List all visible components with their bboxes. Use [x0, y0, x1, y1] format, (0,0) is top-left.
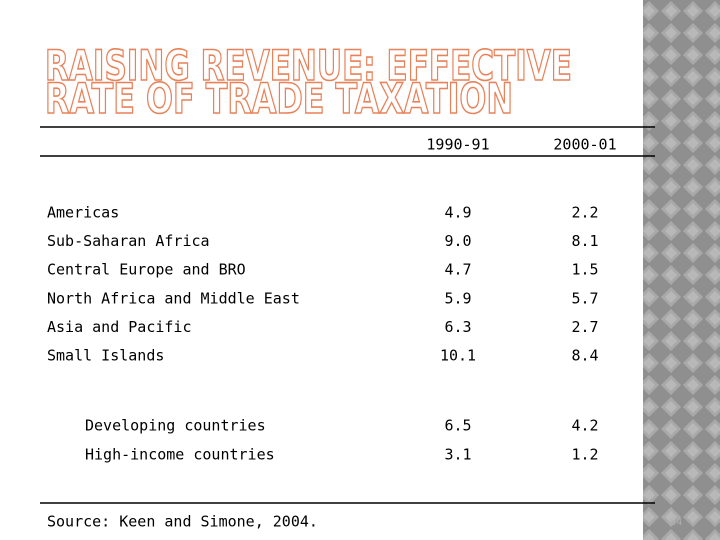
row-label: Developing countries — [85, 417, 266, 435]
cell-value: 8.4 — [571, 347, 598, 365]
cell-value: 4.7 — [444, 261, 471, 279]
source-note: Source: Keen and Simone, 2004. — [47, 513, 318, 531]
row-label: Central Europe and BRO — [47, 261, 246, 279]
row-label: Asia and Pacific — [47, 318, 192, 336]
title-line: RATE OF TRADE TAXATION — [45, 74, 513, 123]
cell-value: 2.2 — [571, 204, 598, 222]
cell-value: 2.7 — [571, 318, 598, 336]
page-number: 64 — [670, 517, 683, 528]
cell-value: 4.2 — [571, 417, 598, 435]
cell-value: 6.3 — [444, 318, 471, 336]
row-label: North Africa and Middle East — [47, 289, 300, 307]
cell-value: 9.0 — [444, 232, 471, 250]
cell-value: 5.9 — [444, 289, 471, 307]
cell-value: 5.7 — [571, 289, 598, 307]
row-label: High-income countries — [85, 446, 275, 464]
cell-value: 4.9 — [444, 204, 471, 222]
row-label: Small Islands — [47, 347, 164, 365]
cell-value: 3.1 — [444, 446, 471, 464]
title-line: RAISING REVENUE: EFFECTIVE — [45, 41, 572, 90]
side-strip — [643, 0, 720, 540]
row-label: Americas — [47, 204, 119, 222]
cell-value: 8.1 — [571, 232, 598, 250]
cell-value: 1.5 — [571, 261, 598, 279]
cell-value: 1.2 — [571, 446, 598, 464]
column-header: 2000-01 — [553, 136, 616, 154]
column-header: 1990-91 — [426, 136, 489, 154]
cell-value: 10.1 — [440, 347, 476, 365]
row-label: Sub-Saharan Africa — [47, 232, 210, 250]
cell-value: 6.5 — [444, 417, 471, 435]
